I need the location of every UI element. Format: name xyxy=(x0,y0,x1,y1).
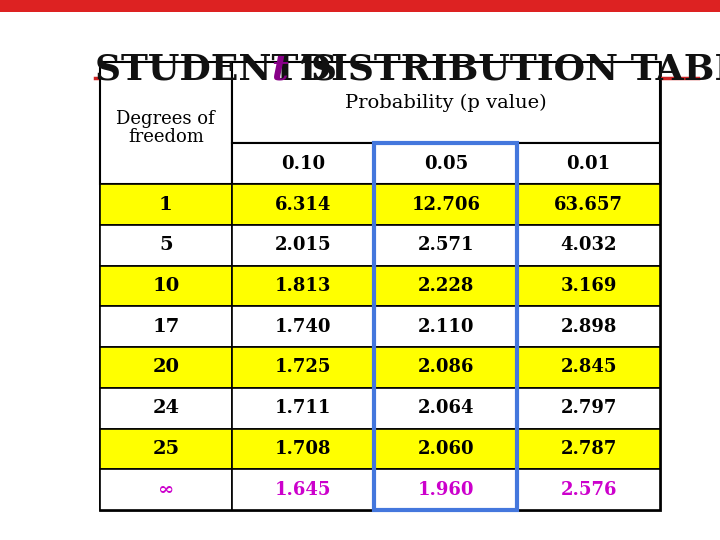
Text: 6.314: 6.314 xyxy=(275,195,331,213)
Text: 1.740: 1.740 xyxy=(275,318,331,336)
Text: ∞: ∞ xyxy=(158,481,174,498)
Text: freedom: freedom xyxy=(128,129,204,146)
Text: 10: 10 xyxy=(152,277,179,295)
Text: 1.645: 1.645 xyxy=(275,481,331,498)
Text: 2.015: 2.015 xyxy=(275,237,331,254)
Text: 2.571: 2.571 xyxy=(418,237,474,254)
Text: Probability (p value): Probability (p value) xyxy=(345,93,546,112)
Text: 0.01: 0.01 xyxy=(567,155,611,173)
Text: 2.898: 2.898 xyxy=(560,318,617,336)
Text: 2.787: 2.787 xyxy=(560,440,617,458)
Text: 1.708: 1.708 xyxy=(275,440,331,458)
Text: 2.064: 2.064 xyxy=(418,399,474,417)
Text: 2.060: 2.060 xyxy=(418,440,474,458)
Text: 2.576: 2.576 xyxy=(560,481,617,498)
Text: 20: 20 xyxy=(153,359,179,376)
Text: 1.725: 1.725 xyxy=(275,359,331,376)
Text: 2.228: 2.228 xyxy=(418,277,474,295)
Text: t: t xyxy=(271,52,288,86)
Text: 17: 17 xyxy=(152,318,179,336)
Text: 2.797: 2.797 xyxy=(560,399,617,417)
Text: 24: 24 xyxy=(153,399,179,417)
Text: STUDENT’S: STUDENT’S xyxy=(95,52,350,86)
Text: 2.845: 2.845 xyxy=(560,359,617,376)
Text: DISTRIBUTION TABLE: DISTRIBUTION TABLE xyxy=(287,52,720,86)
Text: 1: 1 xyxy=(159,195,173,213)
Text: 1.813: 1.813 xyxy=(275,277,331,295)
Text: 0.05: 0.05 xyxy=(423,155,468,173)
Text: Degrees of: Degrees of xyxy=(117,110,215,128)
Text: 2.086: 2.086 xyxy=(418,359,474,376)
Text: 0.10: 0.10 xyxy=(281,155,325,173)
Text: 1.711: 1.711 xyxy=(275,399,331,417)
Text: 3.169: 3.169 xyxy=(560,277,617,295)
Text: 5: 5 xyxy=(159,237,173,254)
Text: 63.657: 63.657 xyxy=(554,195,623,213)
Text: 2.110: 2.110 xyxy=(418,318,474,336)
Text: 12.706: 12.706 xyxy=(411,195,480,213)
Text: 4.032: 4.032 xyxy=(560,237,617,254)
Text: 25: 25 xyxy=(152,440,179,458)
Text: 1.960: 1.960 xyxy=(418,481,474,498)
